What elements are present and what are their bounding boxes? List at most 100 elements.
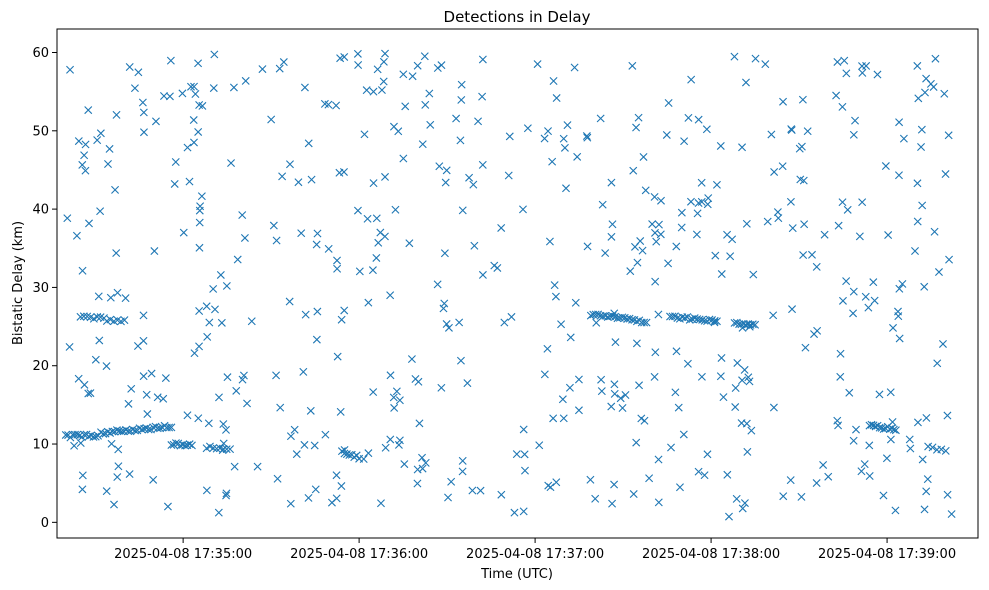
- data-point-marker: [320, 99, 329, 108]
- data-point-marker: [693, 209, 702, 218]
- data-point-marker: [340, 306, 349, 315]
- data-point-marker: [209, 444, 218, 453]
- data-point-marker: [749, 270, 758, 279]
- data-point-marker: [586, 475, 595, 484]
- data-point-marker: [395, 436, 404, 445]
- data-point-marker: [478, 160, 487, 169]
- data-point-marker: [651, 277, 660, 286]
- data-point-marker: [413, 479, 422, 488]
- data-point-marker: [332, 471, 341, 480]
- data-point-marker: [374, 238, 383, 247]
- data-point-marker: [632, 123, 641, 132]
- data-point-marker: [197, 192, 206, 201]
- data-point-marker: [918, 201, 927, 210]
- data-point-marker: [195, 342, 204, 351]
- data-point-marker: [858, 198, 867, 207]
- data-point-marker: [895, 284, 904, 293]
- data-point-marker: [895, 118, 904, 127]
- data-point-marker: [582, 132, 591, 141]
- data-point-marker: [732, 494, 741, 503]
- data-point-marker: [507, 312, 516, 321]
- data-point-marker: [710, 316, 719, 325]
- data-point-marker: [629, 166, 638, 175]
- data-point-marker: [345, 451, 354, 459]
- data-point-marker: [629, 490, 638, 499]
- data-point-marker: [222, 425, 230, 434]
- data-point-marker: [519, 507, 528, 516]
- data-point-marker: [258, 65, 267, 74]
- data-point-marker: [355, 454, 364, 463]
- data-point-marker: [698, 315, 707, 324]
- data-point-marker: [640, 318, 649, 327]
- data-point-marker: [497, 490, 506, 499]
- data-point-marker: [566, 333, 575, 342]
- data-point-marker: [292, 450, 301, 459]
- data-point-marker: [444, 323, 453, 332]
- data-point-marker: [442, 320, 451, 329]
- data-point-marker: [399, 70, 408, 79]
- data-point-marker: [632, 339, 641, 348]
- data-point-marker: [884, 231, 893, 240]
- data-point-marker: [300, 83, 309, 92]
- data-point-marker: [788, 224, 797, 233]
- data-point-marker: [664, 98, 673, 107]
- data-point-marker: [226, 445, 235, 454]
- data-point-marker: [89, 432, 98, 441]
- data-point-marker: [142, 424, 151, 433]
- data-point-marker: [894, 171, 903, 180]
- data-point-marker: [420, 52, 429, 61]
- data-point-marker: [276, 403, 285, 412]
- data-point-marker: [418, 453, 427, 462]
- data-point-marker: [139, 128, 148, 137]
- data-point-marker: [742, 219, 751, 228]
- data-point-marker: [332, 101, 341, 110]
- data-point-marker: [611, 338, 620, 347]
- data-point-marker: [170, 179, 179, 188]
- data-point-marker: [934, 268, 943, 277]
- data-point-marker: [820, 230, 829, 239]
- data-point-marker: [945, 255, 954, 264]
- data-point-marker: [369, 87, 378, 96]
- data-point-marker: [478, 92, 487, 101]
- data-point-marker: [74, 137, 83, 146]
- data-point-marker: [230, 462, 239, 471]
- data-point-marker: [227, 159, 236, 168]
- data-point-marker: [390, 403, 399, 412]
- data-point-marker: [686, 197, 695, 206]
- data-point-marker: [836, 349, 845, 358]
- data-point-marker: [63, 214, 72, 223]
- data-point-marker: [337, 315, 346, 324]
- data-point-marker: [654, 310, 663, 319]
- data-point-marker: [838, 102, 847, 111]
- data-point-marker: [312, 240, 321, 249]
- data-point-marker: [444, 493, 453, 502]
- data-point-marker: [591, 310, 600, 319]
- data-point-marker: [376, 228, 385, 237]
- data-point-marker: [778, 162, 787, 171]
- data-point-marker: [613, 314, 622, 323]
- data-point-marker: [106, 293, 115, 302]
- data-point-marker: [81, 140, 90, 149]
- data-point-marker: [202, 302, 211, 311]
- data-point-marker: [738, 504, 747, 513]
- data-point-marker: [124, 427, 133, 436]
- data-point-marker: [668, 312, 677, 321]
- data-point-marker: [478, 270, 487, 279]
- data-point-marker: [769, 403, 778, 412]
- data-point-marker: [222, 489, 231, 498]
- data-point-marker: [286, 499, 295, 508]
- y-tick-label: 0: [41, 516, 49, 531]
- y-tick-label: 20: [32, 359, 49, 374]
- data-point-marker: [78, 471, 87, 480]
- data-point-marker: [535, 441, 544, 450]
- data-point-marker: [163, 502, 172, 511]
- data-point-marker: [914, 94, 923, 103]
- data-point-marker: [833, 57, 842, 66]
- data-point-marker: [364, 298, 373, 307]
- data-point-marker: [194, 414, 203, 423]
- data-point-marker: [178, 89, 187, 98]
- data-point-marker: [112, 249, 121, 258]
- data-point-marker: [940, 89, 949, 98]
- data-point-marker: [216, 270, 225, 279]
